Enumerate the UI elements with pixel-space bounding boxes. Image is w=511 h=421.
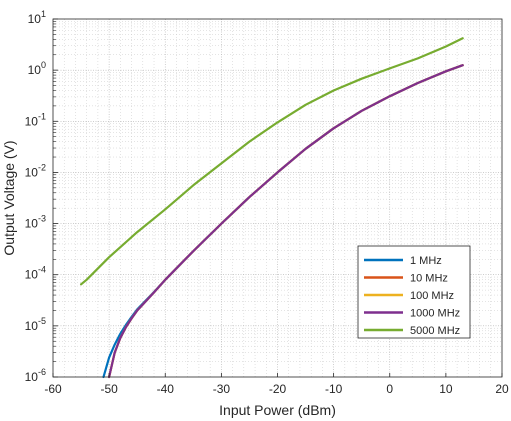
legend-label: 5000 MHz — [410, 325, 460, 337]
x-tick-labels: -60 -50 -40 -30 -20 -10 0 10 20 — [44, 382, 509, 396]
x-tick-label: 0 — [386, 382, 393, 396]
x-tick-label: 10 — [439, 382, 453, 396]
x-tick-label: -40 — [157, 382, 175, 396]
x-tick-label: -10 — [325, 382, 343, 396]
y-tick-label: 10-6 — [25, 367, 46, 384]
legend-label: 10 MHz — [410, 273, 448, 285]
y-tick-label: 10-4 — [25, 265, 46, 282]
legend-label: 1 MHz — [410, 255, 442, 267]
series-lines — [79, 37, 464, 379]
x-tick-label: 20 — [495, 382, 509, 396]
y-tick-label: 101 — [28, 9, 46, 26]
legend-box — [357, 245, 471, 339]
y-tick-labels: 10-6 10-5 10-4 10-3 10-2 10-1 100 101 — [25, 9, 46, 384]
series-line — [107, 64, 464, 379]
y-tick-label: 10-1 — [25, 111, 46, 128]
x-tick-label: -20 — [269, 382, 287, 396]
y-tick-label: 100 — [28, 60, 46, 77]
x-tick-label: -60 — [44, 382, 62, 396]
y-tick-label: 10-5 — [25, 316, 46, 333]
legend-label: 1000 MHz — [410, 308, 460, 320]
y-axis-label: Output Voltage (V) — [1, 140, 17, 255]
y-tick-label: 10-2 — [25, 162, 46, 179]
x-tick-label: -50 — [100, 382, 118, 396]
x-axis-label: Input Power (dBm) — [219, 402, 336, 418]
legend: 1 MHz 10 MHz 100 MHz 1000 MHz 5000 MHz — [357, 245, 471, 339]
x-tick-label: -30 — [213, 382, 231, 396]
series-line — [79, 37, 464, 286]
legend-label: 100 MHz — [410, 290, 454, 302]
tick-marks — [52, 18, 503, 378]
y-tick-label: 10-3 — [25, 214, 46, 231]
